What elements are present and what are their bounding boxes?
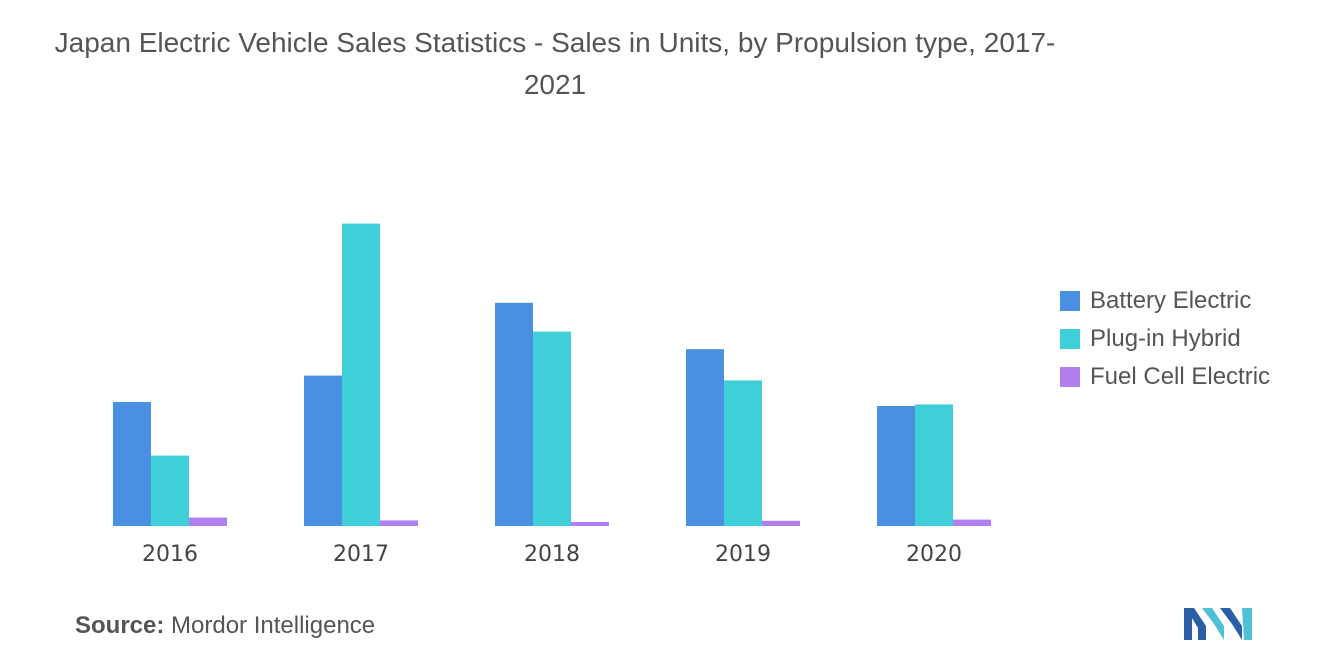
- x-tick-label: 2017: [333, 542, 389, 567]
- bar-battery-electric-2018: [495, 302, 533, 526]
- legend: Battery Electric Plug-in Hybrid Fuel Cell …: [1060, 282, 1270, 396]
- legend-swatch: [1060, 329, 1080, 349]
- legend-item: Fuel Cell Electric: [1060, 358, 1270, 396]
- legend-label: Plug-in Hybrid: [1090, 325, 1241, 352]
- bars-group: [113, 223, 991, 526]
- bar-plug-in-hybrid-2019: [724, 380, 762, 526]
- bar-battery-electric-2017: [304, 375, 342, 526]
- bar-plug-in-hybrid-2018: [533, 331, 571, 526]
- mordor-logo-icon: [1184, 608, 1252, 640]
- bar-plug-in-hybrid-2017: [342, 223, 380, 526]
- legend-label: Fuel Cell Electric: [1090, 363, 1271, 390]
- legend-swatch: [1060, 291, 1080, 311]
- source-label: Source:: [75, 612, 165, 639]
- bar-fuel-cell-electric-2020: [953, 519, 991, 526]
- x-ticks-group: 2016 2017 2018 2019 2020: [142, 542, 962, 567]
- bar-fuel-cell-electric-2017: [380, 520, 418, 526]
- bar-battery-electric-2020: [877, 406, 915, 526]
- source-text: Mordor Intelligence: [171, 612, 376, 639]
- x-tick-label: 2016: [142, 542, 198, 567]
- source-note: Source: Mordor Intelligence: [75, 612, 375, 640]
- bar-plug-in-hybrid-2020: [915, 404, 953, 526]
- legend-item: Plug-in Hybrid: [1060, 320, 1270, 358]
- legend-label: Battery Electric: [1090, 287, 1252, 314]
- bar-fuel-cell-electric-2016: [189, 517, 227, 526]
- x-tick-label: 2018: [524, 542, 580, 567]
- legend-swatch: [1060, 367, 1080, 387]
- x-tick-label: 2019: [715, 542, 771, 567]
- bar-battery-electric-2016: [113, 402, 151, 526]
- bar-fuel-cell-electric-2018: [571, 522, 609, 526]
- x-tick-label: 2020: [906, 542, 962, 567]
- chart-title: Japan Electric Vehicle Sales Statistics …: [54, 27, 1056, 100]
- bar-plug-in-hybrid-2016: [151, 455, 189, 526]
- bar-battery-electric-2019: [686, 349, 724, 526]
- legend-item: Battery Electric: [1060, 282, 1270, 320]
- bar-chart: 2016 2017 2018 2019 2020: [113, 223, 991, 567]
- bar-fuel-cell-electric-2019: [762, 520, 800, 526]
